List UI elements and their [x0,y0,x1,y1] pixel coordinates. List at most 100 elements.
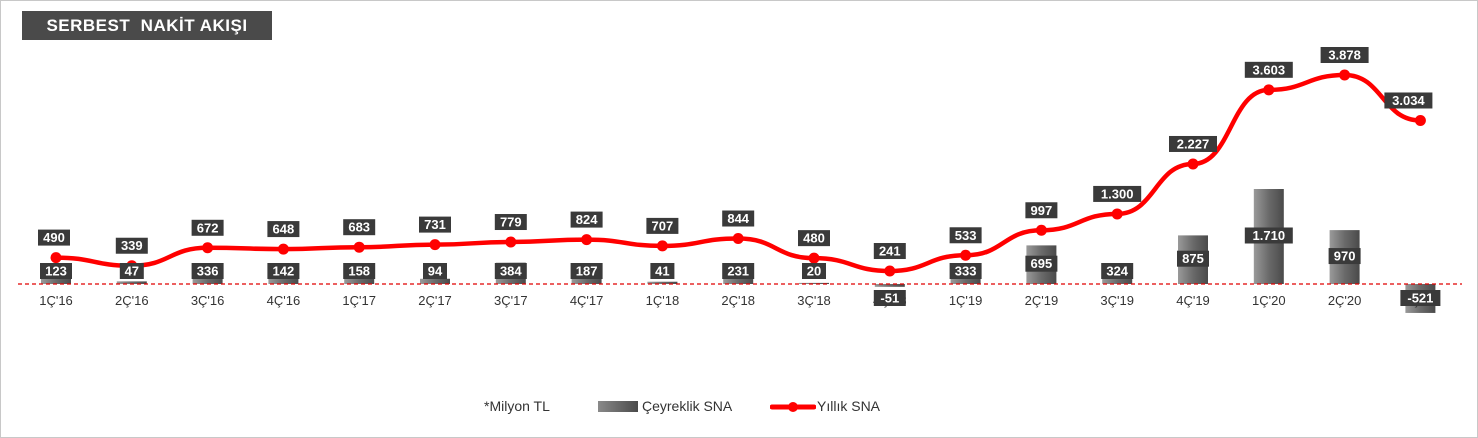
annual-value-label-box [115,237,148,254]
x-tick-label: 1Ç'20 [1252,293,1286,308]
x-tick-label: 3Ç'16 [191,293,225,308]
x-tick-label: 1Ç'16 [39,293,73,308]
annual-value-label: 997 [1031,203,1053,218]
annual-value-label-box [873,243,906,260]
quarterly-value-label-box [40,263,72,279]
x-tick-label: 1Ç'19 [949,293,983,308]
annual-value-label: 490 [43,230,65,245]
annual-sna-point [581,234,593,246]
bar-quarterly [116,281,147,284]
quarterly-value-label: 1.710 [1253,228,1286,243]
annual-value-label-box [1244,61,1293,78]
annual-value-label: 648 [273,222,295,237]
quarterly-value-label-box [119,263,144,279]
annual-sna-point [808,252,820,264]
quarterly-value-label: 41 [655,264,669,279]
x-tick-label: 2Ç'17 [418,293,452,308]
annual-value-label: 3.034 [1392,93,1425,108]
bar-quarterly [874,284,905,287]
annual-sna-point [884,265,896,277]
annual-value-label: 1.300 [1101,186,1134,201]
x-tick-label: 1Ç'17 [342,293,376,308]
annual-value-label-box [798,230,830,247]
annual-sna-point [1414,114,1426,126]
annual-sna-point [1035,224,1047,236]
quarterly-value-label: 970 [1334,249,1356,264]
annual-sna-point [505,236,517,248]
quarterly-value-label: 123 [45,264,67,279]
legend-quarterly-label: Çeyreklik SNA [642,398,733,414]
annual-value-label: 731 [424,217,446,232]
quarterly-value-label-box [873,290,906,306]
annual-sna-point [202,242,214,254]
annual-value-label: 533 [955,228,977,243]
quarterly-value-label-box [1328,248,1361,265]
legend: *Milyon TL Çeyreklik SNA Yıllık SNA [0,395,1478,419]
x-tick-label: 4Ç'16 [267,293,301,308]
annual-value-label-box [419,216,451,233]
x-tick-label: 3Ç'19 [1100,293,1134,308]
bar-quarterly [344,275,375,284]
annual-value-label-box [494,214,527,231]
quarterly-value-label-box [1025,255,1058,272]
annual-value-label: 824 [576,212,598,227]
annual-value-label: 339 [121,238,143,253]
annual-value-label: 480 [803,231,825,246]
quarterly-value-label-box [1244,227,1293,244]
annual-value-label: 3.603 [1253,62,1286,77]
quarterly-value-label-box [1177,250,1209,267]
annual-value-label-box [1384,92,1433,109]
quarterly-value-label-box [1400,290,1441,306]
bar-quarterly [799,282,829,284]
quarterly-value-label: 324 [1106,264,1128,279]
quarterly-value-label: 695 [1031,256,1053,271]
legend-bar-swatch [598,401,638,412]
annual-value-label: 707 [652,218,674,233]
x-tick-label: 2Ç'20 [1328,293,1362,308]
x-tick-label: 4Ç'17 [570,293,604,308]
annual-value-label-box [38,229,70,246]
legend-annual-label: Yıllık SNA [817,398,881,414]
quarterly-value-label: 142 [273,264,295,279]
annual-sna-point [1187,158,1199,170]
annual-value-label-box [646,217,679,234]
x-tick-label: 2Ç'16 [115,293,149,308]
x-tick-label: 2Ç'18 [721,293,755,308]
annual-value-label-box [1025,202,1058,219]
quarterly-value-label-box [267,263,300,279]
quarterly-value-label: -51 [880,291,899,306]
quarterly-value-label-box [949,263,982,279]
quarterly-value-label: 20 [807,264,821,279]
quarterly-value-label-box [423,263,447,279]
quarterly-value-label-box [494,263,527,279]
quarterly-value-label: 336 [197,264,219,279]
annual-sna-point [656,240,668,252]
annual-sna-point [50,252,62,264]
quarterly-value-label-box [802,263,826,279]
annual-sna-point [1339,69,1351,81]
annual-value-label-box [267,221,300,238]
quarterly-value-label-box [1101,263,1134,279]
annual-sna-point [732,233,744,245]
annual-value-label: 3.878 [1328,48,1361,63]
legend-unit-note: *Milyon TL [484,398,550,414]
annual-sna-point [277,243,289,255]
quarterly-value-label: 158 [348,264,370,279]
legend-line-swatch [770,402,816,412]
x-tick-label: 1Ç'18 [646,293,680,308]
annual-value-label: 683 [348,220,370,235]
annual-sna-point [1111,208,1123,220]
quarterly-value-label-box [722,263,755,279]
quarterly-value-label: 384 [500,264,522,279]
quarterly-value-label: 47 [125,264,139,279]
annual-value-label-box [1169,135,1217,152]
annual-sna-point [429,239,441,251]
quarterly-value-label: 875 [1182,251,1204,266]
annual-value-label: 241 [879,244,901,259]
annual-sna-point [960,249,972,261]
annual-value-label-box [949,227,982,244]
quarterly-value-label-box [343,263,376,279]
quarterly-value-label-box [191,263,224,279]
bar-quarterly [41,277,71,284]
annual-value-label: 844 [727,211,749,226]
